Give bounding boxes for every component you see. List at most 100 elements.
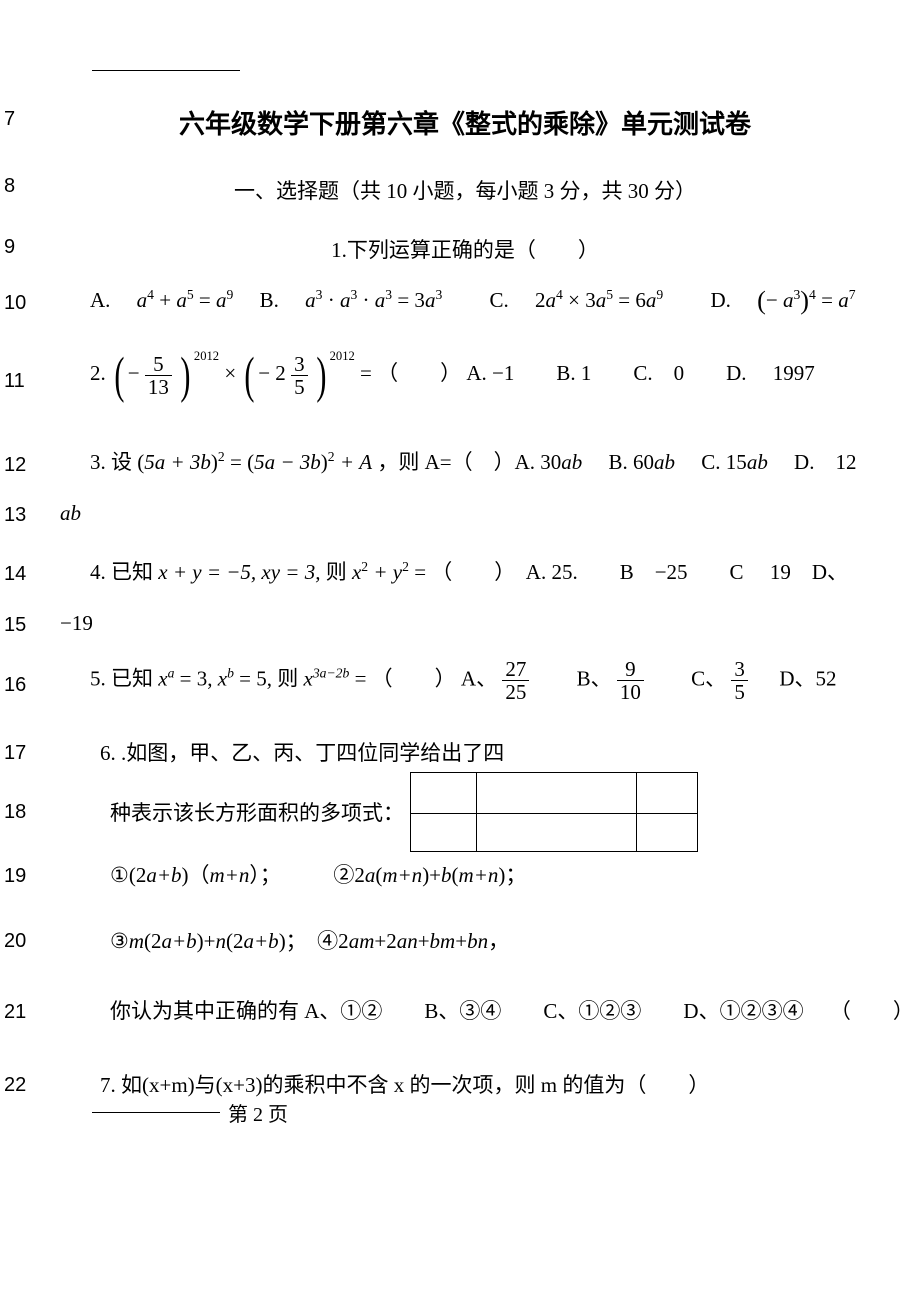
q3-pre: 3. 设 — [90, 450, 132, 474]
t: m+n — [210, 863, 250, 887]
q1-stem: 1.下列运算正确的是（ ） — [60, 234, 870, 264]
t: ）； ②2 — [249, 863, 365, 887]
q3-ab1: ab — [561, 450, 582, 474]
q3-lhs: 5a + 3b — [144, 450, 211, 474]
top-rule — [92, 70, 240, 71]
q5-f1d: 25 — [502, 681, 529, 703]
q3-tail-line: ab — [60, 500, 880, 527]
q6-diagram-hline — [411, 813, 697, 814]
q2-pre: 2. — [90, 361, 106, 385]
t: )； ④2 — [279, 929, 349, 953]
t: (2 — [144, 929, 162, 953]
q6-line1: 6. .如图，甲、乙、丙、丁四位同学给出了四 — [100, 740, 920, 767]
t: ①(2 — [110, 863, 146, 887]
q4-tail: −19 — [60, 610, 880, 637]
t: ( — [452, 863, 459, 887]
q2: 2. (− 513 )2012 × (− 2 35 )2012 = （ ） A.… — [90, 348, 910, 398]
q3: 3. 设 (5a + 3b)2 = (5a − 3b)2 + A ，则 A=（ … — [90, 448, 910, 476]
line-number: 12 — [4, 454, 26, 477]
t: ， — [488, 929, 509, 953]
q1-options: A. a4 + a5 = a9 B. a3 · a3 · a3 = 3a3 C.… — [90, 284, 910, 318]
q5-x3: x — [304, 666, 313, 690]
q5-exp3: 3a−2b — [313, 665, 350, 680]
t: +2 — [374, 929, 396, 953]
q5-f2d: 10 — [617, 681, 644, 703]
q5-eq3: = （ ） A、 — [355, 666, 498, 690]
q2-exp1: 2012 — [194, 349, 219, 363]
line-number: 8 — [4, 175, 15, 198]
q2-tail: = （ ） A. −1 B. 1 C. 0 D. 1997 — [360, 361, 815, 385]
line-number: 22 — [4, 1074, 26, 1097]
q6-diagram-vline1 — [476, 773, 477, 851]
q5-eq1: = 3, — [180, 666, 218, 690]
t: a — [365, 863, 376, 887]
q6-line5: 你认为其中正确的有 A、①② B、③④ C、①②③ D、①②③④ （ ） — [110, 998, 920, 1025]
q3-d: D. 12 — [773, 450, 856, 474]
q5-f2n: 9 — [617, 658, 644, 681]
t: n — [216, 929, 227, 953]
line-number: 16 — [4, 674, 26, 697]
q4-y: + y — [368, 560, 402, 584]
q5-f3d: 5 — [731, 681, 748, 703]
t: + — [455, 929, 467, 953]
line-number: 13 — [4, 504, 26, 527]
q6-diagram-vline2 — [636, 773, 637, 851]
q4-expr1: x + y = −5, xy = 3, — [158, 560, 320, 584]
line-number: 19 — [4, 865, 26, 888]
q5-xb: x — [218, 666, 227, 690]
t: )+ — [422, 863, 441, 887]
q3-b: B. 60 — [588, 450, 655, 474]
q5-D: D、52 — [753, 666, 836, 690]
t: )+ — [197, 929, 216, 953]
q1-opt-c-label: C. — [448, 288, 530, 312]
q3-ab2: ab — [654, 450, 675, 474]
line-number: 20 — [4, 930, 26, 953]
q2-times: × — [224, 361, 241, 385]
t: m+n — [459, 863, 499, 887]
q3-c: C. 15 — [680, 450, 747, 474]
q6-diagram — [410, 772, 698, 852]
t: m+n — [382, 863, 422, 887]
q2-neg1: − — [128, 361, 140, 385]
q1-opt-a-label: A. — [90, 288, 131, 312]
q2-frac2-num: 3 — [291, 353, 308, 376]
q6-line3: ①(2a+b)（m+n）； ②2a(m+n)+b(m+n)； — [110, 862, 920, 889]
t: (2 — [226, 929, 244, 953]
q5-C: C、 — [649, 666, 726, 690]
q5-pre: 5. 已知 — [90, 666, 153, 690]
line-number: 18 — [4, 801, 26, 824]
line-number: 10 — [4, 292, 26, 315]
t: )（ — [182, 863, 210, 887]
line-number: 17 — [4, 742, 26, 765]
q2-frac1-den: 13 — [145, 376, 172, 398]
q5-f1n: 27 — [502, 658, 529, 681]
q5-B: B、 — [535, 666, 612, 690]
q3-rhs: 5a − 3b — [254, 450, 321, 474]
q1-opt-b-label: B. — [239, 288, 300, 312]
q6-line4: ③m(2a+b)+n(2a+b)； ④2am+2an+bm+bn， — [110, 928, 920, 955]
section-header: 一、选择题（共 10 小题，每小题 3 分，共 30 分） — [60, 175, 870, 205]
t: am — [349, 929, 375, 953]
q3-ab3: ab — [747, 450, 768, 474]
line-number: 11 — [4, 370, 25, 393]
q2-exp2: 2012 — [330, 349, 355, 363]
t: bm — [430, 929, 456, 953]
t: an — [397, 929, 418, 953]
line-number: 14 — [4, 563, 26, 586]
q2-neg2: − 2 — [258, 361, 286, 385]
q5-then: 则 — [277, 666, 298, 690]
q3-eq: = — [230, 450, 247, 474]
t: + — [418, 929, 430, 953]
line-number: 9 — [4, 236, 15, 259]
t: a+b — [244, 929, 279, 953]
q4-x: x — [352, 560, 361, 584]
q5-eq2: = 5, — [239, 666, 272, 690]
q4-opts: = （ ） A. 25. B −25 C 19 D、 — [414, 560, 848, 584]
t: a+b — [162, 929, 197, 953]
line-number: 21 — [4, 1001, 26, 1024]
t: m — [129, 929, 144, 953]
page-title: 六年级数学下册第六章《整式的乘除》单元测试卷 — [60, 104, 870, 141]
t: )； — [498, 863, 526, 887]
q5-a: a — [168, 665, 175, 680]
q7: 7. 如(x+m)与(x+3)的乘积中不含 x 的一次项，则 m 的值为（ ） — [100, 1072, 920, 1099]
